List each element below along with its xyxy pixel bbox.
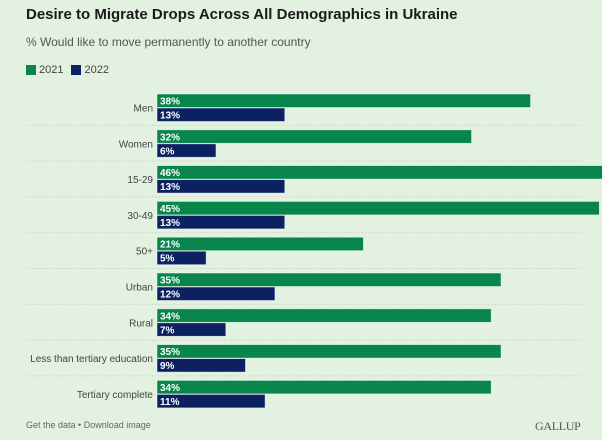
footer-links: Get the data • Download image (26, 420, 151, 430)
category-label: Men (134, 104, 153, 115)
data-label-2022: 13% (160, 218, 180, 229)
bar-2022 (156, 214, 286, 230)
data-label-2021: 21% (160, 240, 180, 251)
get-data-link[interactable]: Get the data (26, 420, 76, 430)
chart-subtitle: % Would like to move permanently to anot… (26, 35, 311, 49)
bar-2021 (156, 344, 502, 359)
legend-swatch-2022 (71, 65, 82, 75)
data-label-2021: 35% (160, 276, 180, 287)
legend-item-2021: 2021 (26, 64, 63, 76)
data-label-2021: 45% (160, 204, 180, 215)
category-label: Tertiary complete (77, 390, 154, 401)
bar-2022 (156, 179, 286, 194)
data-label-2022: 9% (160, 361, 175, 372)
category-label: Women (119, 139, 153, 150)
category-label: 50+ (136, 247, 153, 258)
data-label-2022: 11% (160, 397, 180, 408)
bar-2022 (156, 286, 276, 301)
category-label: Urban (126, 283, 153, 294)
data-label-2022: 6% (160, 146, 175, 157)
data-label-2022: 13% (160, 111, 180, 122)
bar-2022 (156, 393, 266, 409)
legend-item-2022: 2022 (71, 64, 109, 76)
data-label-2021: 46% (160, 168, 180, 179)
download-image-link[interactable]: Download image (83, 420, 151, 430)
legend-label-2021: 2021 (39, 64, 64, 76)
category-label: 30-49 (127, 211, 153, 222)
bar-2021 (156, 236, 364, 252)
chart-title: Desire to Migrate Drops Across All Demog… (26, 6, 458, 23)
bar-2022 (156, 250, 207, 266)
category-label: Rural (129, 318, 153, 329)
bar-2021 (156, 165, 602, 180)
bar-2022 (156, 107, 286, 122)
legend: 2021 2022 (26, 64, 117, 76)
bar-2022 (156, 358, 246, 373)
bar-2021 (156, 200, 600, 216)
category-label: Less than tertiary education (30, 354, 153, 365)
data-label-2021: 34% (160, 383, 180, 394)
bar-2022 (156, 143, 217, 158)
data-label-2021: 38% (160, 97, 180, 108)
bar-2021 (156, 379, 492, 395)
legend-label-2022: 2022 (84, 64, 109, 76)
footer-separator: • (75, 420, 84, 430)
bar-2021 (156, 272, 502, 287)
data-label-2022: 12% (160, 290, 180, 301)
data-label-2021: 34% (160, 311, 180, 322)
legend-swatch-2021 (26, 65, 36, 75)
bar-2022 (156, 322, 227, 337)
data-label-2022: 7% (160, 325, 175, 336)
bar-2021 (156, 129, 472, 144)
bar-2021 (156, 308, 492, 323)
category-label: 15-29 (127, 175, 153, 186)
bar-2021 (156, 93, 531, 108)
data-label-2022: 13% (160, 182, 180, 193)
data-label-2021: 32% (160, 132, 180, 143)
gallup-logo: GALLUP (535, 419, 581, 433)
data-label-2021: 35% (160, 347, 180, 358)
data-label-2022: 5% (160, 254, 175, 265)
